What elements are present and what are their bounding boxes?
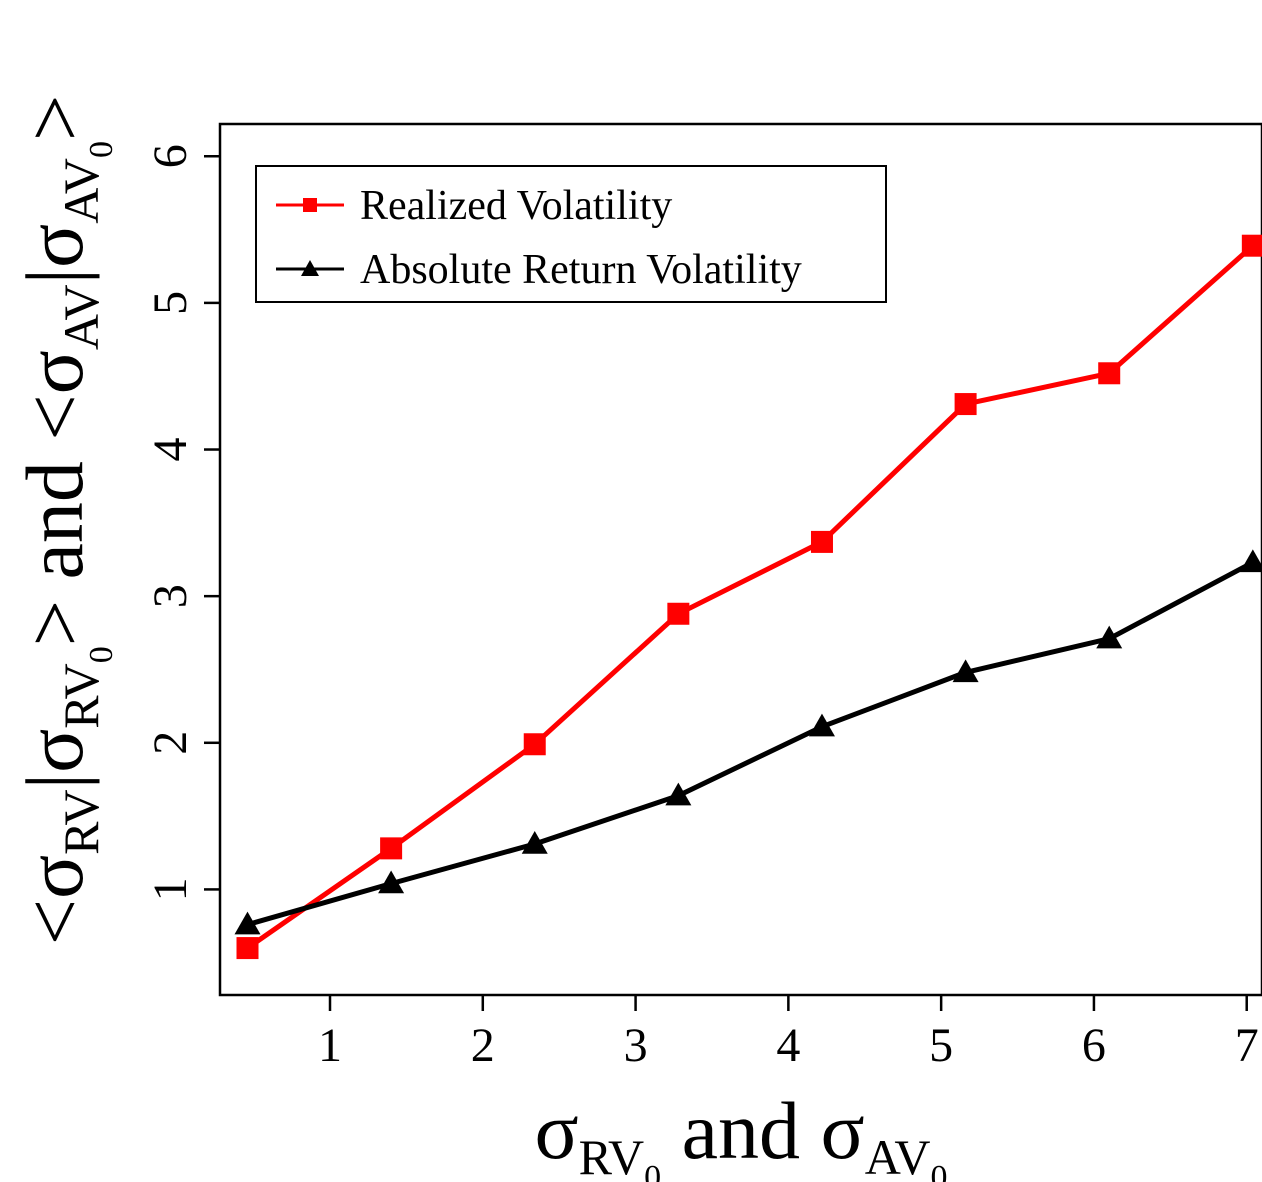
- data-point-square: [667, 602, 690, 625]
- data-point-triangle: [378, 870, 405, 894]
- data-point-square: [954, 393, 977, 416]
- data-point-triangle: [665, 782, 692, 806]
- y-axis-title: <σRV|σRV0> and <σAV|σAV0>: [9, 95, 120, 946]
- xlabel-part: 0: [931, 1159, 948, 1182]
- ylabel-part: AV: [53, 158, 109, 224]
- data-point-triangle: [952, 659, 979, 683]
- series-line-2: [246, 560, 1254, 928]
- data-point-triangle: [1096, 625, 1123, 649]
- y-tick-label: 6: [144, 144, 197, 168]
- x-tick-label: 2: [471, 1019, 495, 1072]
- ylabel-part: |σ: [9, 729, 100, 790]
- ylabel-part: <σ: [9, 855, 100, 945]
- data-point-triangle: [521, 830, 548, 854]
- data-point-square: [523, 733, 546, 756]
- legend-label: Realized Volatility: [360, 183, 672, 229]
- x-axis-title: σRV0 and σAV0: [534, 1085, 947, 1182]
- data-point-square: [1241, 234, 1262, 257]
- legend-label: Absolute Return Volatility: [360, 247, 802, 293]
- legend: Realized Volatility Absolute Return Volat…: [255, 165, 887, 303]
- y-tick-label: 3: [144, 584, 197, 608]
- y-tick-label: 4: [144, 438, 197, 462]
- x-tick-label: 4: [776, 1019, 800, 1072]
- data-point-square: [380, 837, 403, 860]
- data-point-triangle: [234, 911, 261, 935]
- data-point-triangle: [1239, 549, 1262, 573]
- ylabel-part: |σ: [9, 224, 100, 285]
- data-point-triangle: [808, 713, 835, 737]
- y-axis: 1 2 3 4 5 6: [144, 144, 220, 901]
- data-point-square: [236, 937, 259, 960]
- ylabel-part: AV: [53, 284, 109, 350]
- data-point-square: [1098, 362, 1121, 385]
- data-point-square: [810, 530, 833, 553]
- x-tick-label: 5: [929, 1019, 953, 1072]
- ylabel-part: 0: [83, 141, 120, 158]
- legend-marker-square: [303, 198, 317, 212]
- x-tick-label: 1: [318, 1019, 342, 1072]
- y-tick-label: 2: [144, 731, 197, 755]
- legend-marker-triangle: [301, 260, 319, 276]
- ylabel-part: 0: [83, 646, 120, 663]
- x-axis: 1 2 3 4 5 6 7: [318, 995, 1259, 1072]
- ylabel-part: > and <σ: [9, 350, 100, 646]
- xlabel-part: AV: [865, 1129, 931, 1182]
- x-tick-label: 7: [1235, 1019, 1259, 1072]
- xlabel-part: σ: [534, 1085, 578, 1176]
- x-tick-label: 6: [1082, 1019, 1106, 1072]
- y-tick-label: 1: [144, 877, 197, 901]
- x-tick-label: 3: [624, 1019, 648, 1072]
- xlabel-part: RV: [579, 1129, 644, 1182]
- xlabel-part: and σ: [661, 1085, 865, 1176]
- legend-box: [255, 165, 887, 303]
- plot-frame: [218, 122, 1262, 997]
- ylabel-part: >: [9, 95, 100, 141]
- ylabel-part: RV: [53, 789, 109, 854]
- series-layer: [234, 234, 1262, 960]
- xlabel-part: 0: [644, 1159, 661, 1182]
- series-line-1: [246, 243, 1255, 951]
- ylabel-part: RV: [53, 663, 109, 728]
- y-tick-label: 5: [144, 291, 197, 315]
